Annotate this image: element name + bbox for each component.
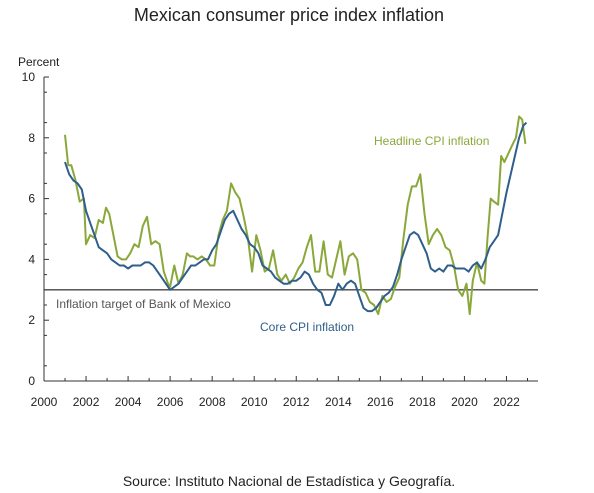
x-tick-label: 2010 [241, 395, 268, 409]
y-tick-label: 0 [28, 374, 35, 388]
reference-line-label: Inflation target of Bank of Mexico [56, 297, 231, 311]
core-cpi-label: Core CPI inflation [260, 320, 354, 334]
y-tick-label: 8 [28, 131, 35, 145]
axes-group: 0 2 4 6 8 10 2000 2002 2004 2006 2008 2010 2012 2014 2… [22, 70, 538, 409]
x-tick-label: 2014 [325, 395, 352, 409]
core-cpi-line [64, 121, 528, 313]
x-tick-label: 2018 [409, 395, 436, 409]
headline-cpi-label: Headline CPI inflation [374, 134, 489, 148]
x-tick-label: 2002 [73, 395, 100, 409]
y-tick-label: 10 [22, 70, 36, 84]
series-group [64, 115, 528, 316]
y-tick-label: 2 [28, 313, 35, 327]
x-tick-label: 2022 [493, 395, 520, 409]
x-tick-label: 2016 [367, 395, 394, 409]
y-tick-label: 6 [28, 192, 35, 206]
y-tick-label: 4 [28, 252, 35, 266]
y-axis-label: Percent [18, 55, 60, 69]
x-tick-label: 2020 [451, 395, 478, 409]
x-tick-label: 2008 [199, 395, 226, 409]
source-note: Source: Instituto Nacional de Estadístic… [123, 473, 455, 489]
x-tick-label: 2004 [115, 395, 142, 409]
x-tick-label: 2000 [31, 395, 58, 409]
x-tick-label: 2006 [157, 395, 184, 409]
headline-cpi-line [64, 115, 527, 316]
x-tick-label: 2012 [283, 395, 310, 409]
chart-title: Mexican consumer price index inflation [134, 5, 444, 25]
